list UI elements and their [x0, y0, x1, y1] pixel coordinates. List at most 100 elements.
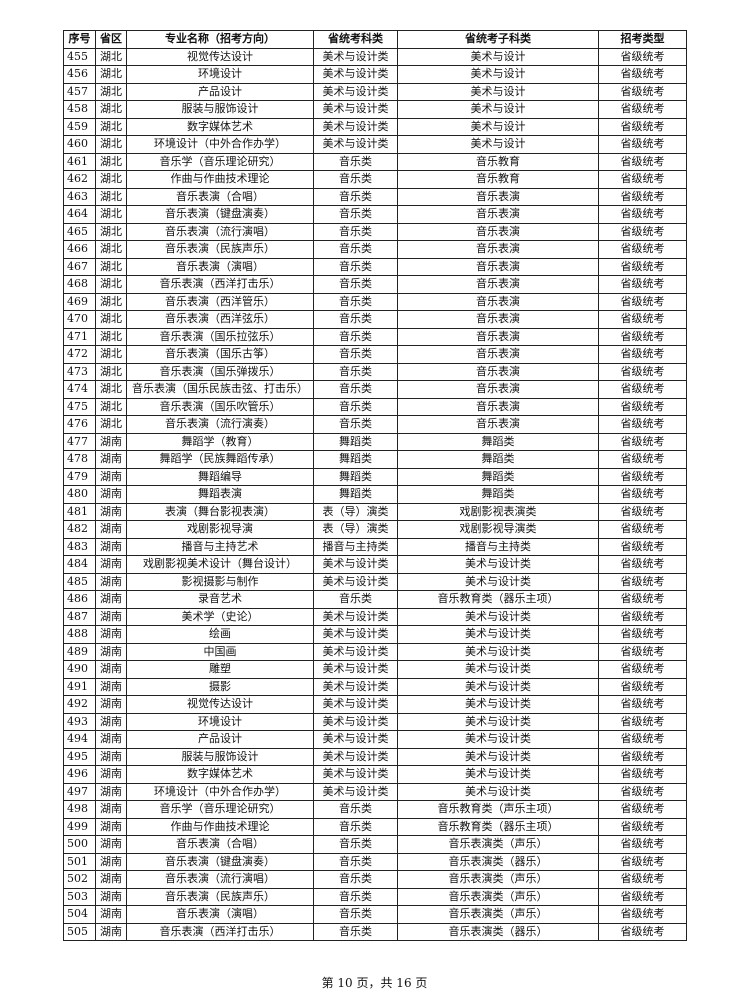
table-cell: 音乐类	[313, 362, 398, 381]
table-cell: 473	[63, 362, 96, 381]
table-cell: 音乐表演	[397, 310, 599, 329]
table-cell: 美术与设计类	[397, 607, 599, 626]
table-cell: 490	[63, 660, 96, 679]
table-cell: 音乐表演类（器乐）	[397, 852, 599, 871]
table-cell: 美术与设计类	[313, 607, 398, 626]
table-cell: 省级统考	[598, 117, 687, 136]
table-cell: 省级统考	[598, 415, 687, 434]
table-cell: 雕塑	[126, 660, 314, 679]
table-cell: 美术与设计	[397, 82, 599, 101]
table-cell: 省级统考	[598, 362, 687, 381]
table-cell: 音乐表演	[397, 205, 599, 224]
table-row: 500 湖南 音乐表演（合唱） 音乐类 音乐表演类（声乐） 省级统考	[63, 835, 687, 854]
table-cell: 湖南	[95, 432, 127, 451]
table-cell: 湖南	[95, 485, 127, 504]
table-row: 491 湖南 摄影 美术与设计类 美术与设计类 省级统考	[63, 677, 687, 696]
table-cell: 湖南	[95, 835, 127, 854]
table-row: 472 湖北 音乐表演（国乐古筝） 音乐类 音乐表演 省级统考	[63, 345, 687, 364]
table-cell: 中国画	[126, 642, 314, 661]
table-cell: 湖南	[95, 607, 127, 626]
table-cell: 环境设计（中外合作办学）	[126, 782, 314, 801]
table-cell: 数字媒体艺术	[126, 117, 314, 136]
table-cell: 舞蹈类	[397, 485, 599, 504]
table-cell: 湖北	[95, 362, 127, 381]
table-row: 475 湖北 音乐表演（国乐吹管乐） 音乐类 音乐表演 省级统考	[63, 397, 687, 416]
table-cell: 湖南	[95, 922, 127, 941]
table-row: 490 湖南 雕塑 美术与设计类 美术与设计类 省级统考	[63, 660, 687, 679]
table-row: 465 湖北 音乐表演（流行演唱） 音乐类 音乐表演 省级统考	[63, 222, 687, 241]
table-cell: 省级统考	[598, 170, 687, 189]
table-row: 455 湖北 视觉传达设计 美术与设计类 美术与设计 省级统考	[63, 47, 687, 66]
table-cell: 影视摄影与制作	[126, 572, 314, 591]
table-cell: 美术学（史论）	[126, 607, 314, 626]
table-cell: 481	[63, 502, 96, 521]
table-cell: 湖南	[95, 695, 127, 714]
table-cell: 戏剧影视美术设计（舞台设计）	[126, 555, 314, 574]
table-cell: 舞蹈类	[313, 467, 398, 486]
table-row: 499 湖南 作曲与作曲技术理论 音乐类 音乐教育类（器乐主项） 省级统考	[63, 817, 687, 836]
table-cell: 湖南	[95, 572, 127, 591]
table-cell: 省级统考	[598, 240, 687, 259]
table-row: 493 湖南 环境设计 美术与设计类 美术与设计类 省级统考	[63, 712, 687, 731]
table-cell: 湖南	[95, 642, 127, 661]
table-cell: 省级统考	[598, 642, 687, 661]
table-cell: 音乐表演	[397, 240, 599, 259]
table-cell: 湖北	[95, 47, 127, 66]
table-cell: 音乐类	[313, 170, 398, 189]
table-row: 502 湖南 音乐表演（流行演唱） 音乐类 音乐表演类（声乐） 省级统考	[63, 870, 687, 889]
table-cell: 湖北	[95, 187, 127, 206]
table-cell: 表（导）演类	[313, 502, 398, 521]
table-cell: 省级统考	[598, 82, 687, 101]
table-cell: 美术与设计类	[313, 712, 398, 731]
table-cell: 湖北	[95, 100, 127, 119]
table-cell: 音乐教育类（声乐主项）	[397, 800, 599, 819]
table-cell: 美术与设计类	[313, 135, 398, 154]
table-cell: 音乐类	[313, 800, 398, 819]
table-cell: 487	[63, 607, 96, 626]
table-cell: 497	[63, 782, 96, 801]
table-cell: 湖南	[95, 887, 127, 906]
table-cell: 视觉传达设计	[126, 695, 314, 714]
table-cell: 音乐类	[313, 415, 398, 434]
table-cell: 作曲与作曲技术理论	[126, 170, 314, 189]
table-cell: 湖北	[95, 82, 127, 101]
table-cell: 美术与设计类	[313, 625, 398, 644]
table-row: 503 湖南 音乐表演（民族声乐） 音乐类 音乐表演类（声乐） 省级统考	[63, 887, 687, 906]
table-cell: 产品设计	[126, 730, 314, 749]
table-cell: 美术与设计类	[313, 782, 398, 801]
table-cell: 湖南	[95, 677, 127, 696]
table-cell: 音乐表演	[397, 257, 599, 276]
table-cell: 省级统考	[598, 537, 687, 556]
table-cell: 表演（舞台影视表演）	[126, 502, 314, 521]
table-cell: 美术与设计类	[397, 572, 599, 591]
table-cell: 省级统考	[598, 187, 687, 206]
table-cell: 湖南	[95, 537, 127, 556]
table-cell: 音乐类	[313, 380, 398, 399]
table-cell: 音乐表演	[397, 397, 599, 416]
table-cell: 省级统考	[598, 275, 687, 294]
table-cell: 湖北	[95, 415, 127, 434]
table-cell: 湖南	[95, 660, 127, 679]
table-cell: 省级统考	[598, 327, 687, 346]
table-row: 478 湖南 舞蹈学（民族舞蹈传承） 舞蹈类 舞蹈类 省级统考	[63, 450, 687, 469]
table-row: 468 湖北 音乐表演（西洋打击乐） 音乐类 音乐表演 省级统考	[63, 275, 687, 294]
table-cell: 省级统考	[598, 572, 687, 591]
table-row: 492 湖南 视觉传达设计 美术与设计类 美术与设计类 省级统考	[63, 695, 687, 714]
table-cell: 音乐表演	[397, 362, 599, 381]
table-cell: 戏剧影视表演类	[397, 502, 599, 521]
table-cell: 湖北	[95, 275, 127, 294]
table-cell: 494	[63, 730, 96, 749]
table-cell: 460	[63, 135, 96, 154]
table-cell: 省级统考	[598, 712, 687, 731]
table-cell: 湖南	[95, 730, 127, 749]
table-cell: 湖北	[95, 345, 127, 364]
table-cell: 美术与设计类	[397, 695, 599, 714]
table-cell: 音乐类	[313, 397, 398, 416]
table-cell: 486	[63, 590, 96, 609]
table-cell: 音乐类	[313, 852, 398, 871]
table-cell: 省级统考	[598, 695, 687, 714]
table-cell: 音乐类	[313, 222, 398, 241]
table-cell: 湖北	[95, 65, 127, 84]
table-cell: 美术与设计类	[397, 747, 599, 766]
table-cell: 音乐类	[313, 292, 398, 311]
